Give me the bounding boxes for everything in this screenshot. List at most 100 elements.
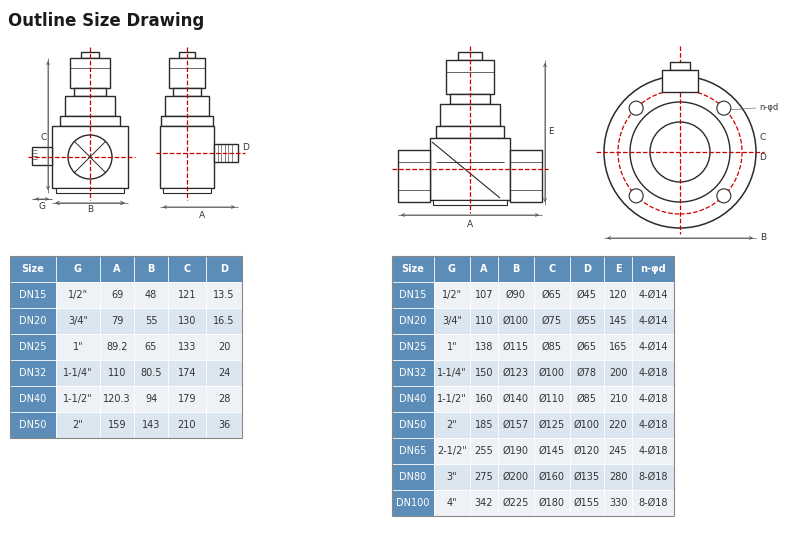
Bar [32, 147, 52, 165]
Text: DN65: DN65 [400, 446, 427, 456]
Bar [392, 412, 434, 438]
Text: 8-Ø18: 8-Ø18 [638, 472, 668, 482]
Text: 94: 94 [145, 394, 157, 404]
Bar [498, 360, 534, 386]
Text: D: D [583, 264, 591, 274]
Text: DN40: DN40 [19, 394, 47, 404]
Text: DN25: DN25 [399, 342, 427, 352]
Bar [100, 282, 134, 308]
Text: 8-Ø18: 8-Ø18 [638, 498, 668, 508]
Text: 1-1/4": 1-1/4" [63, 368, 93, 378]
Text: 143: 143 [142, 420, 160, 430]
Bar [498, 308, 534, 334]
Text: Ø65: Ø65 [577, 342, 597, 352]
Bar [440, 104, 500, 126]
Bar [534, 360, 570, 386]
Bar [534, 334, 570, 360]
Bar [604, 490, 632, 516]
Bar [570, 438, 604, 464]
Text: DN50: DN50 [400, 420, 427, 430]
Bar [398, 150, 430, 202]
Text: Ø75: Ø75 [542, 316, 562, 326]
Bar [165, 96, 209, 116]
Text: 79: 79 [111, 316, 123, 326]
Text: 4-Ø18: 4-Ø18 [638, 446, 668, 456]
Text: 89.2: 89.2 [106, 342, 128, 352]
Bar [168, 308, 206, 334]
Text: 4-Ø18: 4-Ø18 [638, 394, 668, 404]
Text: A: A [467, 220, 473, 229]
Text: C: C [759, 133, 765, 143]
Text: 4-Ø14: 4-Ø14 [638, 342, 668, 352]
Bar [470, 334, 498, 360]
Text: Ø125: Ø125 [539, 420, 565, 430]
Text: DN32: DN32 [400, 368, 427, 378]
Bar [168, 412, 206, 438]
Bar [604, 334, 632, 360]
Bar [56, 188, 124, 193]
Text: Ø100: Ø100 [574, 420, 600, 430]
Bar [434, 464, 470, 490]
Bar [10, 334, 56, 360]
Bar [134, 334, 168, 360]
Bar [392, 464, 434, 490]
Bar [160, 126, 214, 188]
Bar [570, 490, 604, 516]
Bar [163, 188, 211, 193]
Text: Ø85: Ø85 [577, 394, 597, 404]
Bar [446, 60, 494, 94]
Text: 342: 342 [475, 498, 493, 508]
Circle shape [68, 135, 112, 179]
Bar [434, 438, 470, 464]
Text: E: E [548, 128, 554, 137]
Text: 138: 138 [475, 342, 493, 352]
Circle shape [717, 189, 731, 203]
Bar [434, 334, 470, 360]
Bar [206, 360, 242, 386]
Bar [179, 52, 195, 58]
Bar [56, 412, 100, 438]
Text: 65: 65 [145, 342, 157, 352]
Text: 200: 200 [609, 368, 627, 378]
Text: C: C [40, 132, 47, 141]
Text: 4": 4" [446, 498, 458, 508]
Bar [56, 308, 100, 334]
Bar [470, 308, 498, 334]
Bar [434, 412, 470, 438]
Text: DN15: DN15 [400, 290, 427, 300]
Text: Outline Size Drawing: Outline Size Drawing [8, 12, 205, 30]
Text: 4-Ø14: 4-Ø14 [638, 290, 668, 300]
Bar [570, 308, 604, 334]
Bar [434, 490, 470, 516]
Bar [100, 334, 134, 360]
Bar [56, 334, 100, 360]
Bar [498, 490, 534, 516]
Bar [470, 490, 498, 516]
Text: 1-1/2": 1-1/2" [63, 394, 93, 404]
Text: Ø140: Ø140 [503, 394, 529, 404]
Text: 150: 150 [475, 368, 493, 378]
Bar [436, 126, 504, 138]
Text: D: D [242, 144, 249, 152]
Bar [10, 360, 56, 386]
Text: G: G [39, 202, 45, 211]
Bar [434, 360, 470, 386]
Bar [161, 116, 213, 126]
Bar [470, 438, 498, 464]
Circle shape [717, 101, 731, 115]
Text: 1": 1" [446, 342, 458, 352]
Text: C: C [549, 264, 556, 274]
Bar [570, 386, 604, 412]
Text: 69: 69 [111, 290, 123, 300]
Text: 3/4": 3/4" [68, 316, 88, 326]
Text: Ø155: Ø155 [574, 498, 600, 508]
Bar [10, 256, 242, 438]
Text: Ø110: Ø110 [539, 394, 565, 404]
Bar [206, 308, 242, 334]
Text: 1/2": 1/2" [68, 290, 88, 300]
Bar [450, 94, 490, 104]
Bar [470, 464, 498, 490]
Text: 120: 120 [609, 290, 627, 300]
Text: Ø100: Ø100 [539, 368, 565, 378]
Text: 55: 55 [145, 316, 157, 326]
